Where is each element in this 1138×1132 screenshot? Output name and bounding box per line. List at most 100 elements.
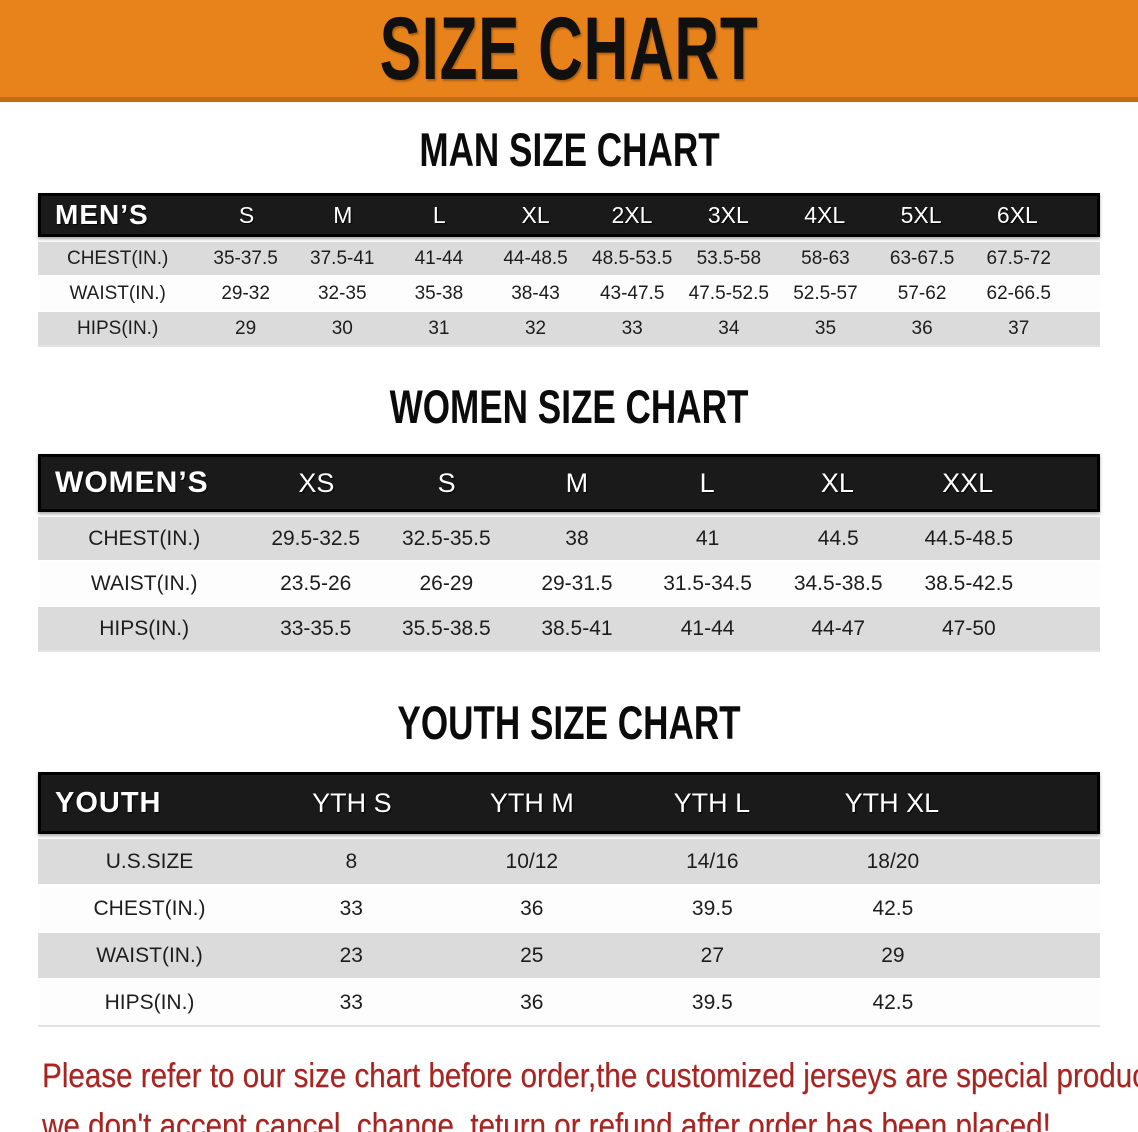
row-spacer (1067, 311, 1100, 346)
size-data-table: CHEST(IN.) 35-37.5 37.5-41 41-44 44-48.5 48.5… (38, 242, 1100, 347)
measurement-cell: 23 (339, 943, 363, 967)
row-spacer (983, 885, 1100, 932)
measurement-cell: 36 (520, 990, 544, 1014)
section-heading: MAN SIZE CHART (418, 122, 720, 177)
measurement-cell: 8 (345, 849, 358, 873)
group-label: YOUTH (55, 786, 162, 819)
measurement-cell: 26-29 (419, 571, 474, 595)
size-column-header: YTH S (312, 787, 392, 818)
row-spacer (1034, 517, 1100, 561)
size-chart-section: MAN SIZE CHART MEN’S S M L XL 2XL 3XL 4XL 5XL 6XL… (38, 122, 1100, 347)
size-header-table: YOUTH YTH S YTH M YTH L YTH XL (38, 772, 1100, 834)
section-heading: WOMEN SIZE CHART (389, 379, 749, 434)
measurement-cell: 44-48.5 (503, 247, 568, 269)
measurement-cell: 27 (700, 943, 725, 967)
measurement-row: U.S.SIZE 8 10/12 14/16 18/20 (38, 839, 1100, 885)
size-column-header: XL (521, 201, 550, 228)
measurement-row: HIPS(IN.) 33 36 39.5 42.5 (38, 979, 1100, 1026)
measurement-cell: 36 (520, 896, 544, 920)
size-header-table: WOMEN’S XS S M L XL XXL (38, 454, 1100, 512)
measurement-cell: 62-66.5 (986, 282, 1051, 304)
note-line-1: Please refer to our size chart before or… (42, 1057, 1138, 1095)
measurement-cell: 29.5-32.5 (271, 526, 361, 550)
size-column-header: 2XL (611, 201, 653, 228)
measurement-cell: 63-67.5 (889, 247, 955, 269)
group-label: MEN’S (55, 199, 149, 230)
measurement-cell: 44.5 (817, 526, 859, 550)
measurement-cell: 35 (814, 317, 837, 339)
size-column-header: XL (820, 467, 854, 498)
row-spacer (983, 839, 1100, 885)
size-header-row: YOUTH YTH S YTH M YTH L YTH XL (40, 774, 1099, 833)
size-column-header: XXL (942, 467, 994, 498)
measurement-cell: 52.5-57 (793, 282, 858, 304)
row-label: WAIST(IN.) (90, 571, 198, 595)
measurement-cell: 38 (565, 526, 589, 550)
measurement-cell: 42.5 (872, 990, 914, 1014)
measurement-cell: 48.5-53.5 (592, 247, 673, 269)
measurement-cell: 32-35 (317, 282, 367, 304)
group-label: WOMEN’S (55, 466, 209, 499)
size-column-header: 5XL (900, 201, 942, 228)
size-column-header: L (699, 467, 715, 498)
size-column-header: YTH M (489, 787, 574, 818)
header-spacer (1033, 456, 1099, 511)
measurement-cell: 35.5-38.5 (401, 616, 491, 640)
measurement-cell: 36 (911, 317, 933, 339)
row-spacer (1034, 561, 1100, 606)
measurement-cell: 30 (331, 317, 353, 339)
measurement-row: WAIST(IN.) 23.5-26 26-29 29-31.5 31.5-34.5 34… (38, 561, 1100, 606)
measurement-cell: 57-62 (897, 282, 947, 304)
size-column-header: 3XL (707, 201, 749, 228)
size-column-header: M (565, 467, 589, 498)
measurement-cell: 41-44 (414, 247, 464, 269)
measurement-cell: 38.5-42.5 (924, 571, 1014, 595)
measurement-cell: 38.5-41 (541, 616, 613, 640)
disclaimer-note: Please refer to our size chart before or… (42, 1051, 1138, 1132)
measurement-cell: 39.5 (691, 896, 733, 920)
row-spacer (983, 932, 1100, 979)
measurement-cell: 44-47 (811, 616, 866, 640)
measurement-cell: 33 (339, 896, 363, 920)
row-label: WAIST(IN.) (69, 282, 166, 304)
measurement-cell: 43-47.5 (599, 282, 665, 304)
size-chart-section: YOUTH SIZE CHART YOUTH YTH S YTH M YTH L YTH… (38, 699, 1100, 1027)
measurement-cell: 39.5 (691, 990, 733, 1014)
page-title: SIZE CHART (379, 0, 759, 99)
measurement-cell: 47-50 (941, 616, 996, 640)
size-header-row: WOMEN’S XS S M L XL XXL (40, 456, 1099, 511)
measurement-cell: 31.5-34.5 (663, 571, 752, 595)
size-chart-sections: MAN SIZE CHART MEN’S S M L XL 2XL 3XL 4XL 5XL 6XL… (0, 122, 1138, 1027)
note-line-2: we don't accept cancel, change, teturn o… (42, 1107, 1051, 1132)
measurement-row: WAIST(IN.) 29-32 32-35 35-38 38-43 43-47.5 47.… (38, 276, 1100, 311)
measurement-row: CHEST(IN.) 33 36 39.5 42.5 (38, 885, 1100, 932)
size-data-table: U.S.SIZE 8 10/12 14/16 18/20 CHEST(IN.) 33 36 39… (38, 839, 1100, 1027)
row-label: HIPS(IN.) (99, 616, 190, 640)
size-column-header: L (432, 201, 446, 228)
measurement-cell: 31 (428, 317, 450, 339)
size-column-header: YTH L (673, 787, 751, 818)
measurement-cell: 29-32 (221, 282, 270, 304)
measurement-cell: 29 (235, 317, 257, 339)
size-column-header: 6XL (996, 201, 1038, 228)
size-header-table: MEN’S S M L XL 2XL 3XL 4XL 5XL 6XL (38, 193, 1100, 237)
size-header-row: MEN’S S M L XL 2XL 3XL 4XL 5XL 6XL (40, 195, 1099, 236)
size-column-header: 4XL (804, 201, 846, 228)
size-column-header: S (437, 467, 456, 498)
measurement-row: WAIST(IN.) 23 25 27 29 (38, 932, 1100, 979)
header-spacer (1066, 195, 1099, 236)
measurement-cell: 32.5-35.5 (401, 526, 491, 550)
measurement-cell: 29-31.5 (541, 571, 613, 595)
measurement-cell: 58-63 (801, 247, 850, 269)
measurement-cell: 53.5-58 (696, 247, 762, 269)
measurement-cell: 14/16 (686, 849, 739, 873)
measurement-cell: 29 (881, 943, 905, 967)
size-data-table: CHEST(IN.) 29.5-32.5 32.5-35.5 38 41 44.5 44.5… (38, 517, 1100, 652)
measurement-cell: 25 (520, 943, 544, 967)
row-label: U.S.SIZE (105, 849, 194, 873)
size-column-header: M (333, 201, 353, 228)
row-spacer (1067, 276, 1100, 311)
row-label: WAIST(IN.) (96, 943, 203, 967)
row-label: CHEST(IN.) (88, 526, 201, 550)
size-column-header: XS (298, 467, 335, 498)
